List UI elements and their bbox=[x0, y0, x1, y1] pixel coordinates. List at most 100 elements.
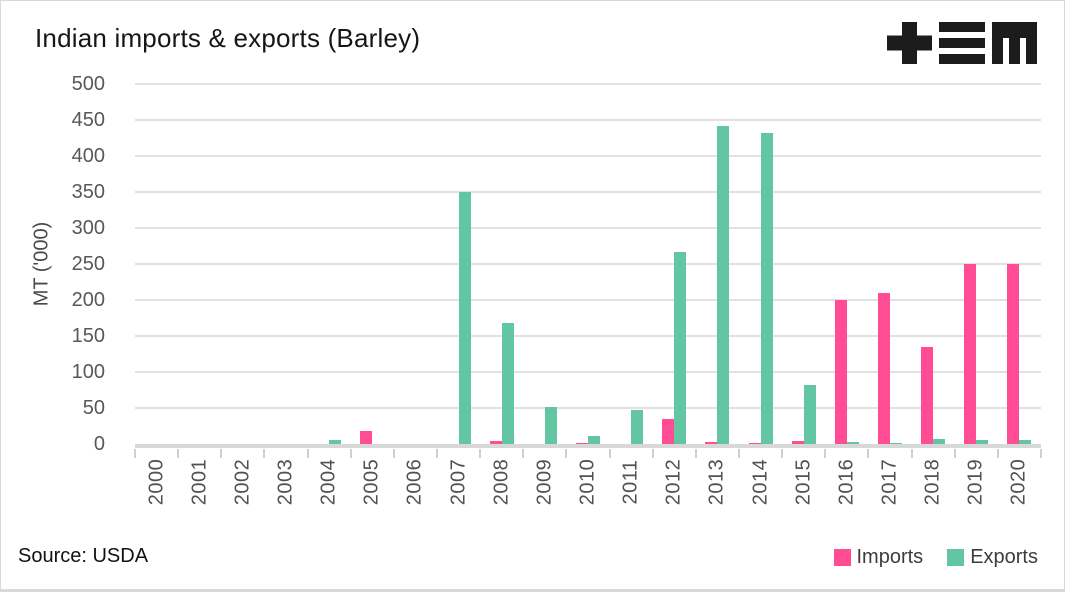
x-label-2012: 2012 bbox=[653, 451, 696, 513]
source-label: Source: USDA bbox=[18, 545, 149, 567]
y-tick-label-500: 500 bbox=[71, 73, 105, 95]
x-tick bbox=[781, 449, 784, 458]
x-tick bbox=[306, 449, 309, 458]
x-label-text: 2010 bbox=[576, 458, 599, 506]
x-tick bbox=[177, 449, 180, 458]
x-tick bbox=[522, 449, 525, 458]
y-tick-label-100: 100 bbox=[71, 361, 105, 383]
legend: Imports Exports bbox=[833, 546, 1038, 569]
x-label-2007: 2007 bbox=[437, 451, 480, 513]
x-tick bbox=[263, 449, 266, 458]
bar-exports-2020 bbox=[1019, 440, 1032, 444]
bar-group-2019 bbox=[955, 84, 998, 444]
bar-exports-2015 bbox=[803, 384, 816, 444]
gridline-450 bbox=[135, 119, 1041, 121]
x-label-text: 2001 bbox=[188, 458, 211, 506]
x-label-text: 2013 bbox=[705, 458, 728, 506]
bar-group-2015 bbox=[782, 84, 825, 444]
bars-layer bbox=[135, 84, 1041, 444]
bar-imports-2016 bbox=[834, 300, 847, 444]
bar-group-2013 bbox=[696, 84, 739, 444]
tem-logo bbox=[887, 22, 1037, 64]
legend-item-exports: Exports bbox=[947, 546, 1038, 569]
legend-label-imports: Imports bbox=[856, 546, 924, 568]
bar-imports-2010 bbox=[575, 442, 588, 444]
bar-exports-2019 bbox=[976, 440, 989, 444]
x-label-2020: 2020 bbox=[998, 451, 1041, 513]
x-label-text: 2006 bbox=[403, 458, 426, 506]
x-label-text: 2017 bbox=[878, 458, 901, 506]
gridline-500 bbox=[135, 83, 1041, 85]
legend-label-exports: Exports bbox=[970, 546, 1038, 568]
plot-area bbox=[134, 83, 1042, 458]
x-label-text: 2018 bbox=[921, 458, 944, 506]
bar-exports-2018 bbox=[933, 438, 946, 444]
bar-group-2011 bbox=[610, 84, 653, 444]
x-label-2018: 2018 bbox=[912, 451, 955, 513]
x-label-2005: 2005 bbox=[351, 451, 394, 513]
bar-exports-2009 bbox=[544, 406, 557, 444]
bar-group-2004 bbox=[308, 84, 351, 444]
x-label-2010: 2010 bbox=[566, 451, 609, 513]
x-axis-labels: 2000 2001 2002 2003 2004 2005 2006 2007 2008 2009… bbox=[135, 451, 1041, 513]
legend-item-imports: Imports bbox=[833, 546, 924, 569]
bar-group-2012 bbox=[653, 84, 696, 444]
x-tick bbox=[435, 449, 438, 458]
x-tick bbox=[694, 449, 697, 458]
bar-exports-2004 bbox=[329, 440, 342, 444]
bar-group-2010 bbox=[566, 84, 609, 444]
bar-exports-2013 bbox=[717, 125, 730, 444]
gridline-200 bbox=[135, 299, 1041, 301]
bar-group-2016 bbox=[825, 84, 868, 444]
x-label-text: 2012 bbox=[662, 458, 685, 506]
x-label-2008: 2008 bbox=[480, 451, 523, 513]
x-label-2003: 2003 bbox=[264, 451, 307, 513]
bar-exports-2011 bbox=[631, 410, 644, 444]
bar-imports-2017 bbox=[877, 292, 890, 444]
x-label-text: 2002 bbox=[231, 458, 254, 506]
gridline-400 bbox=[135, 155, 1041, 157]
x-label-2011: 2011 bbox=[610, 451, 653, 513]
x-tick bbox=[651, 449, 654, 458]
x-tick bbox=[996, 449, 999, 458]
x-tick bbox=[737, 449, 740, 458]
x-tick bbox=[1040, 449, 1042, 458]
x-tick bbox=[910, 449, 913, 458]
x-label-2002: 2002 bbox=[221, 451, 264, 513]
bar-group-2003 bbox=[264, 84, 307, 444]
x-label-2014: 2014 bbox=[739, 451, 782, 513]
x-label-text: 2004 bbox=[317, 458, 340, 506]
y-tick-label-200: 200 bbox=[71, 289, 105, 311]
bar-group-2002 bbox=[221, 84, 264, 444]
grid-layer bbox=[135, 83, 1041, 448]
x-label-text: 2014 bbox=[749, 458, 772, 506]
x-label-2000: 2000 bbox=[135, 451, 178, 513]
y-tick-label-450: 450 bbox=[71, 109, 105, 131]
x-tick bbox=[349, 449, 352, 458]
gridline-350 bbox=[135, 191, 1041, 193]
x-tick bbox=[824, 449, 827, 458]
x-label-2017: 2017 bbox=[868, 451, 911, 513]
x-tick bbox=[565, 449, 568, 458]
x-label-2001: 2001 bbox=[178, 451, 221, 513]
bar-exports-2014 bbox=[760, 132, 773, 444]
bar-exports-2007 bbox=[458, 192, 471, 444]
bar-imports-2019 bbox=[964, 264, 977, 444]
x-tick bbox=[220, 449, 223, 458]
block-m-icon bbox=[992, 22, 1037, 64]
y-tick-label-150: 150 bbox=[71, 325, 105, 347]
y-tick-label-300: 300 bbox=[71, 217, 105, 239]
bar-group-2000 bbox=[135, 84, 178, 444]
bar-imports-2005 bbox=[360, 431, 373, 444]
bar-group-2018 bbox=[912, 84, 955, 444]
legend-swatch-exports bbox=[947, 549, 965, 566]
x-tick bbox=[953, 449, 956, 458]
bar-group-2001 bbox=[178, 84, 221, 444]
x-label-2019: 2019 bbox=[955, 451, 998, 513]
gridline-50 bbox=[135, 407, 1041, 409]
x-label-text: 2016 bbox=[835, 458, 858, 506]
bar-group-2008 bbox=[480, 84, 523, 444]
x-tick bbox=[479, 449, 482, 458]
bar-imports-2014 bbox=[748, 442, 761, 444]
